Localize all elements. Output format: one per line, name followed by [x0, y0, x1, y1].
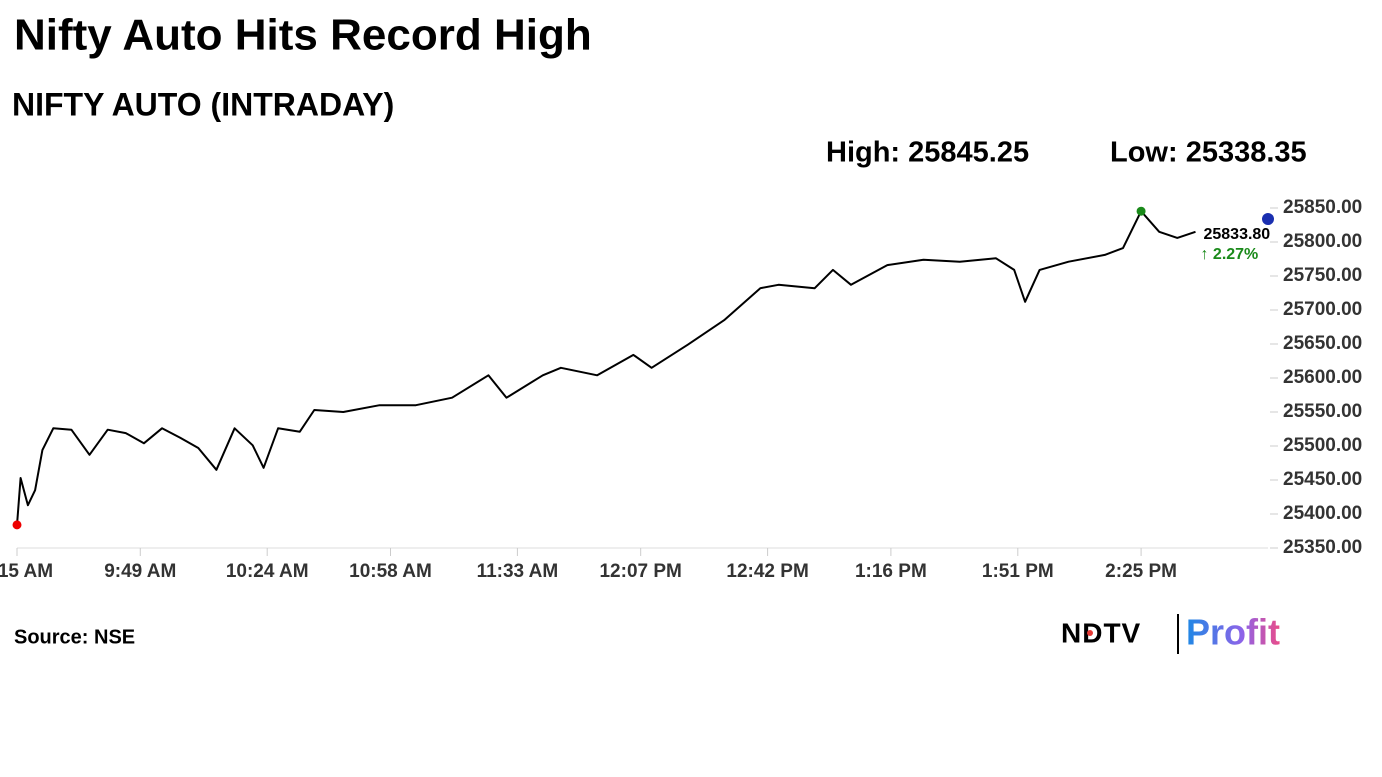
chart-subtitle: NIFTY AUTO (INTRADAY) [12, 86, 394, 122]
y-tick-label: 25650.00 [1283, 333, 1362, 354]
brand-dot [1087, 630, 1093, 636]
high-label: High: 25845.25 [826, 137, 1029, 169]
change-label: ↑ 2.27% [1200, 246, 1258, 263]
y-tick-label: 25850.00 [1283, 197, 1362, 218]
y-tick-label: 25450.00 [1283, 469, 1362, 490]
last-price-label: 25833.80 [1203, 226, 1270, 243]
low-label: Low: 25338.35 [1110, 137, 1307, 169]
y-tick-label: 25400.00 [1283, 503, 1362, 524]
brand-profit: Profit [1186, 612, 1280, 653]
brand-ndtv: NDTV [1061, 617, 1141, 648]
x-tick-label: 10:58 AM [349, 561, 432, 582]
high-marker [1136, 206, 1146, 216]
x-tick-label: 1:16 PM [855, 561, 927, 582]
x-tick-label: 12:07 PM [599, 561, 681, 582]
y-tick-label: 25350.00 [1283, 537, 1362, 558]
y-tick-label: 25700.00 [1283, 299, 1362, 320]
y-tick-label: 25500.00 [1283, 435, 1362, 456]
x-tick-label: 11:33 AM [477, 561, 559, 582]
last-price-marker [1262, 213, 1274, 226]
x-tick-label: 10:24 AM [226, 561, 309, 582]
price-line [16, 210, 1196, 525]
plot-area: 9:15 AM 9:49 AM 10:24 AM 10:58 AM 11:33 AM 12… [0, 197, 1362, 582]
x-tick-label: 2:25 PM [1105, 561, 1177, 582]
x-tick-label: 1:51 PM [982, 561, 1054, 582]
chart-title: Nifty Auto Hits Record High [14, 11, 592, 60]
x-tick-label: 9:15 AM [0, 561, 53, 582]
y-tick-label: 25550.00 [1283, 401, 1362, 422]
y-tick-label: 25750.00 [1283, 265, 1362, 286]
source: Source: NSE [14, 626, 135, 648]
low-marker [12, 520, 22, 530]
y-tick-label: 25600.00 [1283, 367, 1362, 388]
y-tick-label: 25800.00 [1283, 231, 1362, 252]
x-tick-label: 12:42 PM [726, 561, 808, 582]
x-tick-label: 9:49 AM [104, 561, 176, 582]
